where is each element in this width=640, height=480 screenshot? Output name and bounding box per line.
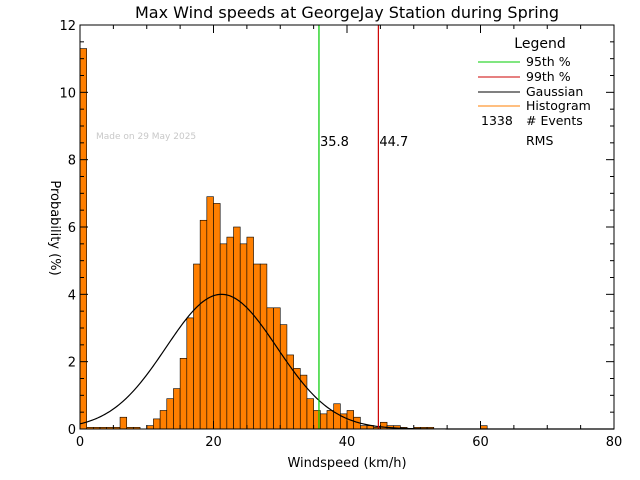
y-tick-label: 10 (59, 86, 76, 101)
x-axis-label: Windspeed (km/h) (287, 456, 406, 471)
x-tick-label: 60 (472, 435, 489, 450)
histogram-bars (79, 48, 488, 430)
percentile-99-value: 44.7 (379, 135, 408, 150)
histogram-bar (173, 388, 181, 430)
x-tick-label: 40 (339, 435, 356, 450)
histogram-bar (233, 226, 241, 430)
gaussian-curve (79, 293, 614, 430)
y-tick-label: 0 (68, 423, 76, 438)
histogram-bar (146, 425, 154, 430)
x-tick-label: 0 (76, 435, 84, 450)
legend-label-gaussian: Gaussian (526, 84, 583, 99)
legend-label-histogram: Histogram (526, 98, 591, 113)
y-tick-label: 8 (68, 154, 76, 169)
histogram-bar (253, 263, 261, 430)
histogram-bar (199, 219, 208, 430)
y-tick-label: 4 (68, 288, 76, 303)
y-tick-label: 6 (68, 221, 76, 236)
histogram-bar (333, 403, 341, 430)
histogram-bar (166, 398, 174, 430)
histogram-bar (119, 416, 128, 430)
histogram-bar (279, 324, 288, 430)
histogram-bar (219, 243, 228, 430)
legend-title: Legend (514, 36, 565, 52)
y-tick-label: 2 (68, 356, 76, 371)
histogram-bar (159, 410, 168, 430)
legend-label-99: 99th % (526, 69, 571, 84)
histogram-bar (206, 196, 214, 430)
histogram-bar (213, 203, 221, 430)
histogram-bar (306, 398, 314, 430)
histogram-bar (293, 368, 301, 430)
histogram-bar (266, 307, 274, 430)
histogram-bar (153, 418, 161, 430)
y-axis-label: Probability (%) (47, 180, 62, 275)
legend-rms-label: RMS (526, 133, 553, 148)
legend-events-count: 1338 (481, 113, 513, 128)
histogram-bar (186, 317, 194, 430)
histogram-bar (360, 425, 368, 430)
histogram-bar (179, 357, 188, 430)
axis-ticks: 0 20 40 60 80 0 2 4 6 8 10 12 (59, 19, 622, 450)
legend: Legend 95th % 99th % Gaussian Histogram … (478, 36, 591, 148)
histogram-bar (193, 263, 201, 430)
histogram-bar (246, 236, 254, 430)
histogram-bar (326, 410, 334, 430)
histogram-bar (239, 243, 248, 430)
histogram-bar (319, 413, 328, 430)
x-tick-label: 20 (205, 435, 222, 450)
percentile-95-value: 35.8 (320, 135, 349, 150)
histogram-bar (79, 48, 87, 430)
legend-label-95: 95th % (526, 54, 571, 69)
histogram-bar (380, 421, 388, 430)
chart-title: Max Wind speeds at GeorgeJay Station dur… (135, 3, 559, 22)
histogram-bar (273, 307, 281, 430)
x-tick-label: 80 (606, 435, 623, 450)
histogram-bar (259, 263, 268, 430)
legend-events-label: # Events (526, 113, 583, 128)
y-tick-label: 12 (59, 19, 76, 34)
histogram-bar (226, 236, 234, 430)
made-on-stamp: Made on 29 May 2025 (96, 132, 196, 142)
